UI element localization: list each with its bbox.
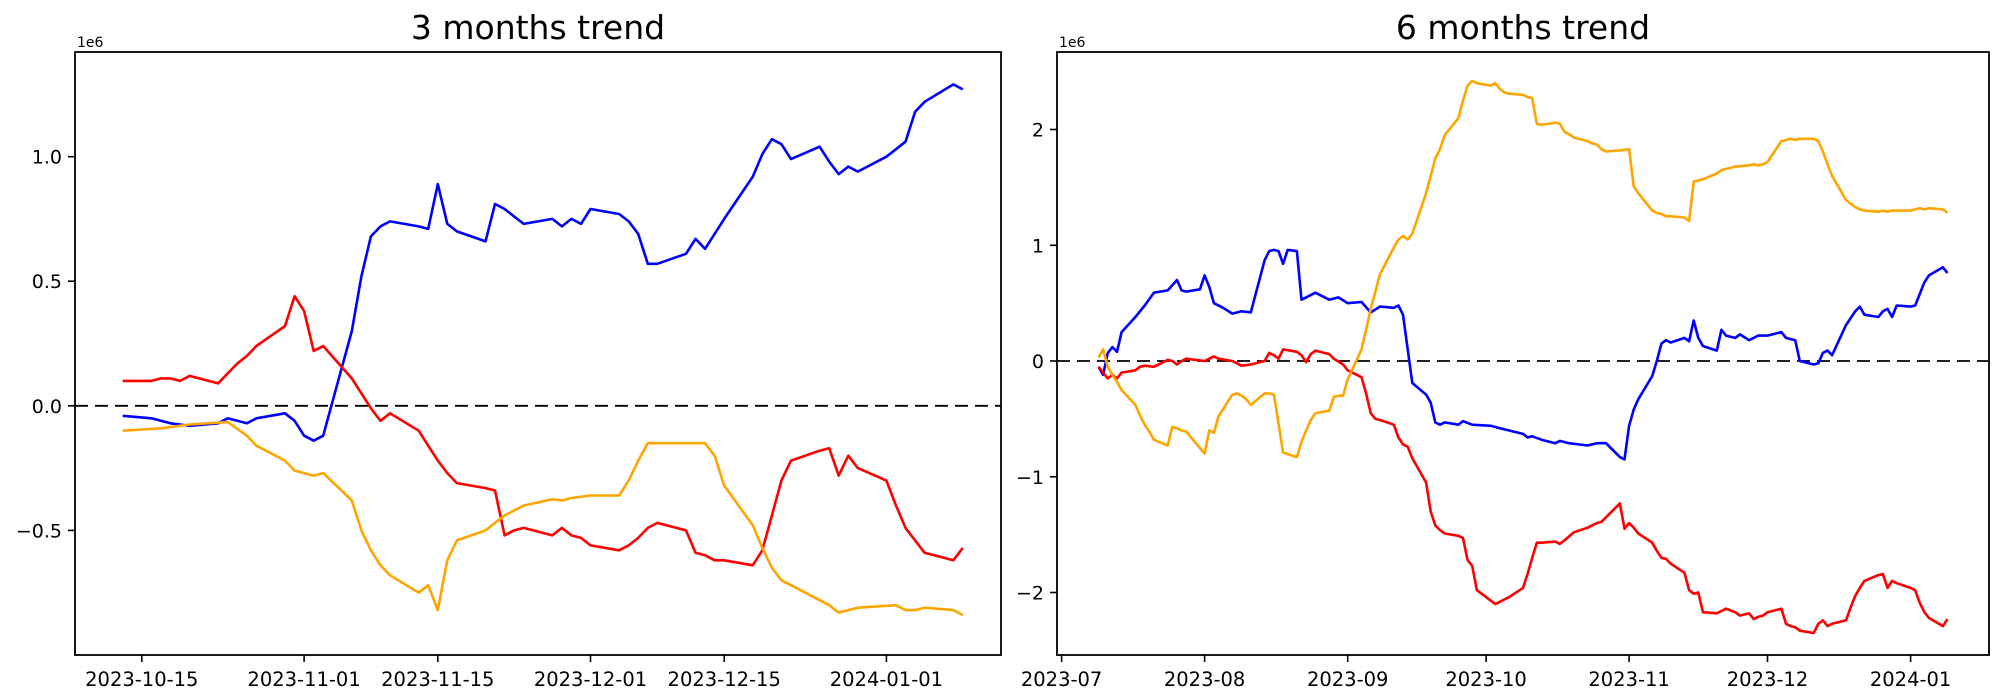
chart-0-y-tick-label: 0.0 [32,396,62,418]
chart-1-series-red-line [1097,348,1949,635]
chart-0-series-blue-line [122,83,964,443]
y-axis-offset-text-left: 1e6 [77,35,104,51]
chart-0-x-tick-label: 2023-11-15 [381,668,494,691]
chart-1-x-tick-label: 2023-10 [1445,668,1526,691]
chart-0-y-tick-label: −0.5 [16,520,62,542]
y-axis-offset-text-right: 1e6 [1059,35,1086,51]
chart-1-y-tick-label: 1 [1032,235,1044,257]
chart-0-x-tick-label: 2023-12-01 [534,668,647,691]
chart-1-series-orange-line [1097,79,1949,459]
chart-1-x-tick-label: 2023-07 [1021,668,1102,691]
chart-0-y-tick-label: 0.5 [32,271,62,293]
chart-1-x-tick-label: 2023-11 [1588,668,1669,691]
chart-0-x-tick-label: 2023-11-01 [247,668,360,691]
chart-1-x-tick-label: 2023-08 [1164,668,1245,691]
chart-0-series-red-line [122,294,964,567]
chart-0-x-tick-label: 2023-12-15 [668,668,781,691]
chart-1-plot-border [1056,51,1990,656]
chart-0-series-orange-line [122,420,964,617]
chart-0-y-tick-label: 1.0 [32,147,62,169]
chart-1-x-tick-label: 2023-09 [1307,668,1388,691]
chart-1-y-tick-label: −2 [1016,583,1044,605]
chart-1-x-tick-label: 2024-01 [1870,668,1951,691]
chart-1-y-tick-label: 0 [1032,351,1044,373]
chart-1-y-tick-label: 2 [1032,120,1044,142]
chart-1-x-tick-label: 2023-12 [1727,668,1808,691]
chart-1-series-blue-line [1097,248,1949,461]
chart-0-plot-border [74,51,1002,656]
chart-0-x-tick-label: 2023-10-15 [85,668,198,691]
chart-1-y-tick-label: −1 [1016,467,1044,489]
chart-title-6-months: 6 months trend [1395,8,1651,47]
chart-0-x-tick-label: 2024-01-01 [830,668,943,691]
chart-title-3-months: 3 months trend [410,8,666,47]
